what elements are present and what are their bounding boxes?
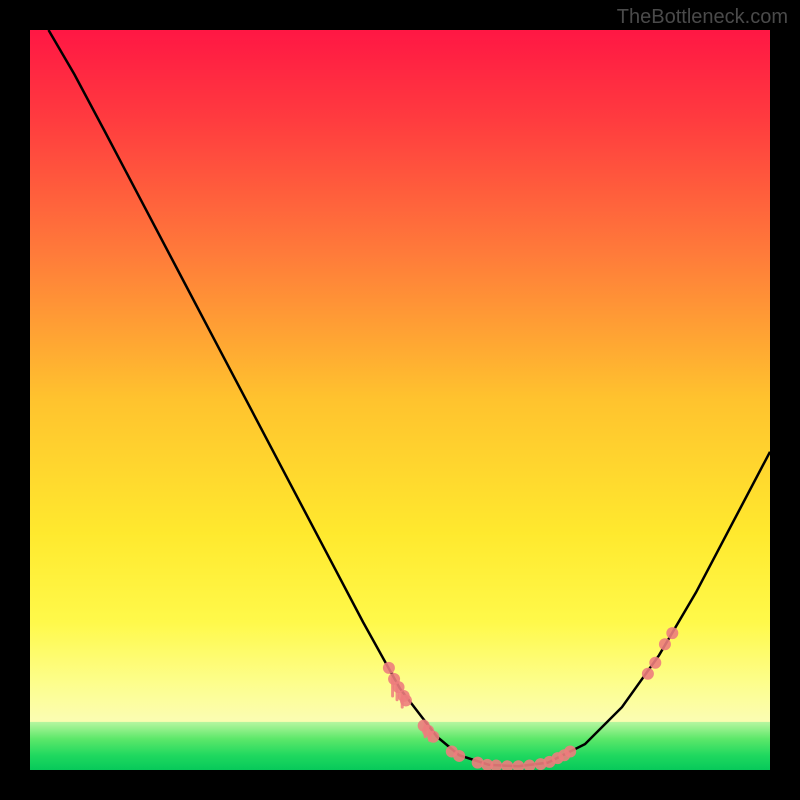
data-marker (501, 760, 513, 770)
data-marker (642, 668, 654, 680)
data-marker (427, 731, 439, 743)
data-marker (564, 746, 576, 758)
watermark-text: TheBottleneck.com (617, 6, 788, 29)
data-marker (453, 750, 465, 762)
marker-cluster-group (383, 627, 678, 770)
data-marker (512, 760, 524, 770)
data-marker (524, 760, 536, 770)
curve-layer (30, 30, 770, 770)
data-marker (666, 627, 678, 639)
data-marker (649, 657, 661, 669)
bottleneck-curve (49, 30, 771, 766)
data-marker (400, 694, 412, 706)
data-marker (383, 662, 395, 674)
data-marker (659, 638, 671, 650)
plot-area (30, 30, 770, 770)
